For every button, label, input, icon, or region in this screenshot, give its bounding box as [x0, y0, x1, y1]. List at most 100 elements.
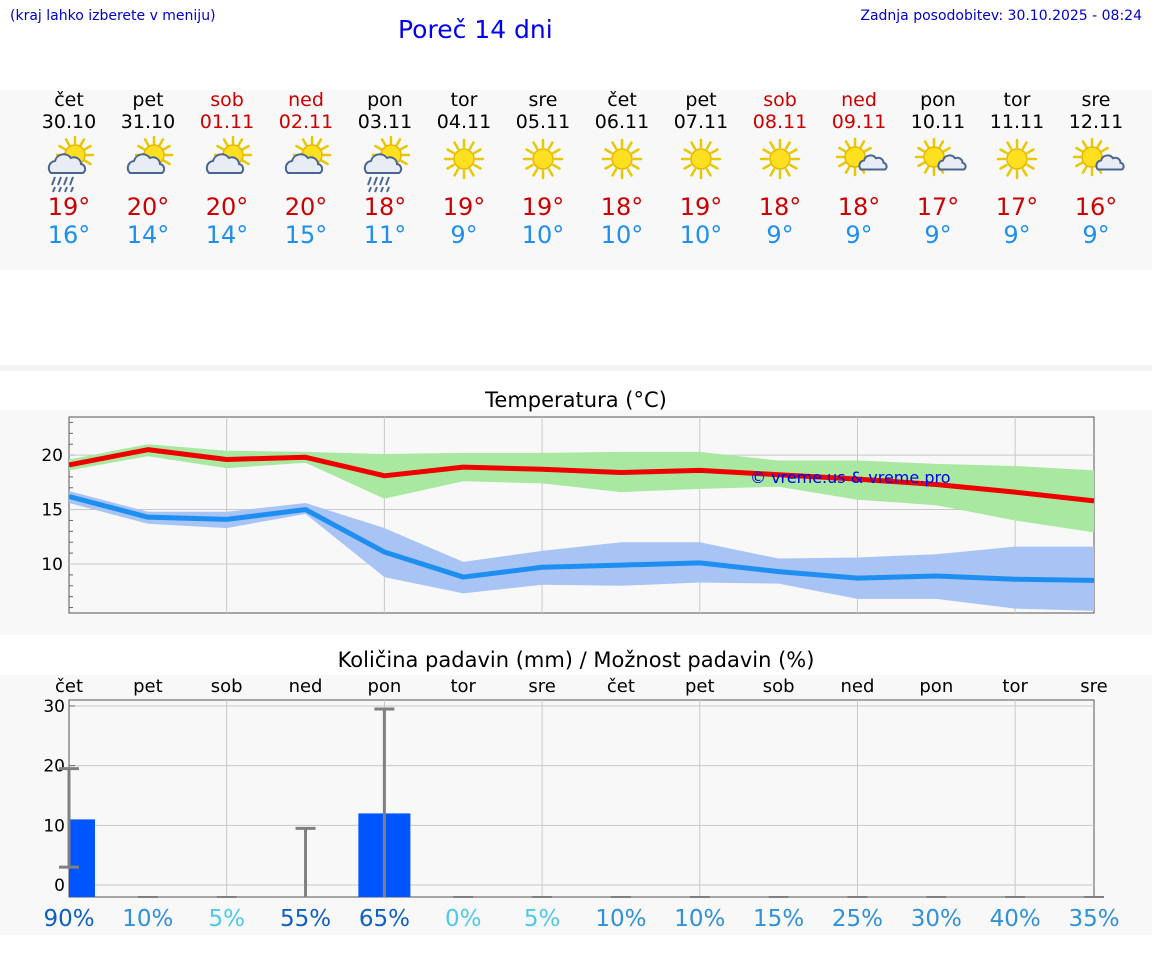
day-date: 31.10: [120, 111, 176, 133]
min-temperature-line: [68, 494, 1095, 583]
last-updated: Zadnja posodobitev: 30.10.2025 - 08:24: [860, 8, 1142, 24]
precip-probability-label: 25%: [832, 906, 883, 932]
max-temperature: 17°: [995, 193, 1039, 221]
max-temperature: 20°: [126, 193, 170, 221]
precip-day-label: čet: [607, 676, 635, 697]
min-temperature: 9°: [924, 221, 952, 249]
day-name: čet: [607, 89, 637, 111]
day-name: ned: [288, 89, 324, 111]
day-date: 30.10: [41, 111, 97, 133]
day-name: pon: [367, 89, 403, 111]
sun-icon: [996, 138, 1038, 180]
precip-day-label: pon: [367, 676, 401, 697]
precip-tick-label: 30: [43, 697, 65, 717]
sun-icon: [759, 138, 801, 180]
day-date: 12.11: [1068, 111, 1124, 133]
min-temperature: 9°: [766, 221, 794, 249]
sun-icon: [680, 138, 722, 180]
min-temperature: 10°: [679, 221, 723, 249]
sun-cloud-icon: [205, 135, 253, 175]
max-temperature: 18°: [837, 193, 881, 221]
min-temperature: 14°: [126, 221, 170, 249]
max-temperature: 18°: [758, 193, 802, 221]
day-date: 07.11: [673, 111, 729, 133]
precip-day-label: ned: [289, 676, 323, 697]
min-temperature: 9°: [1082, 221, 1110, 249]
max-temperature: 19°: [679, 193, 723, 221]
max-temperature: 19°: [521, 193, 565, 221]
location-hint: (kraj lahko izberete v meniju): [10, 8, 216, 24]
max-temperature: 17°: [916, 193, 960, 221]
day-name: pet: [685, 89, 717, 111]
precip-day-label: sob: [211, 676, 243, 697]
day-name: sob: [210, 89, 244, 111]
min-temperature: 11°: [363, 221, 407, 249]
precip-probability-label: 5%: [524, 906, 561, 932]
day-name: tor: [450, 89, 478, 111]
precip-probability-label: 5%: [208, 906, 245, 932]
max-temperature: 20°: [205, 193, 249, 221]
precip-probability-label: 0%: [445, 906, 482, 932]
min-temperature: 10°: [600, 221, 644, 249]
precipitation-chart-title: Količina padavin (mm) / Možnost padavin …: [337, 648, 815, 672]
precip-day-label: pon: [919, 676, 953, 697]
day-date: 04.11: [436, 111, 492, 133]
sun-cloud-icon: [126, 135, 174, 175]
min-temperature: 14°: [205, 221, 249, 249]
min-temperature: 9°: [1003, 221, 1031, 249]
watermark: © vreme.us & vreme.pro: [750, 468, 951, 487]
day-name: ned: [841, 89, 877, 111]
min-temperature: 9°: [450, 221, 478, 249]
precip-tick-label: 10: [43, 816, 65, 836]
day-date: 05.11: [515, 111, 571, 133]
precip-day-label: čet: [55, 676, 83, 697]
section-divider: [0, 365, 1152, 371]
forecast-day: tor 04.11 19° 9°: [424, 89, 504, 250]
forecast-day: ned 02.11 20° 15°: [266, 89, 346, 250]
max-temperature: 19°: [47, 193, 91, 221]
day-date: 06.11: [594, 111, 650, 133]
min-temperature: 10°: [521, 221, 565, 249]
sun-icon: [443, 138, 485, 180]
page-title: Poreč 14 dni: [398, 15, 553, 44]
sun-cloud-icon: [284, 135, 332, 175]
precip-probability-label: 10%: [595, 906, 646, 932]
day-name: tor: [1003, 89, 1031, 111]
precipitation-chart: čet pet sob ned pon tor sre čet pet sob ned pon tor s…: [43, 676, 1119, 932]
forecast-day: sob 08.11 18° 9°: [740, 89, 820, 250]
sun-cloud-rain-icon: [47, 135, 95, 193]
forecast-day: pet 31.10 20° 14°: [108, 89, 188, 250]
precip-day-label: pet: [685, 676, 715, 697]
precip-day-label: sre: [528, 676, 555, 697]
precip-probability-label: 10%: [674, 906, 725, 932]
precip-day-label: pet: [133, 676, 163, 697]
min-temperature: 16°: [47, 221, 91, 249]
max-temperature-line: [68, 447, 1095, 504]
precip-day-label: sre: [1080, 676, 1107, 697]
precip-tick-label: 20: [43, 757, 65, 777]
precip-day-label: sob: [763, 676, 795, 697]
precip-probability-label: 65%: [359, 906, 410, 932]
precip-probability-label: 35%: [1068, 906, 1119, 932]
day-date: 11.11: [989, 111, 1045, 133]
forecast-day: čet 30.10 19° 16°: [29, 90, 109, 250]
precip-tick-label: 0: [54, 876, 65, 896]
forecast-day: sre 05.11 19° 10°: [503, 90, 583, 250]
forecast-day: sre 12.11 16° 9°: [1056, 90, 1136, 249]
sun-cloud-rain-icon: [363, 135, 411, 193]
precip-probability-label: 40%: [990, 906, 1041, 932]
max-temperature: 20°: [284, 193, 328, 221]
temperature-tick-label: 15: [41, 501, 63, 521]
forecast-strip: [0, 90, 1152, 270]
max-temperature: 16°: [1074, 193, 1118, 221]
forecast-day: čet 06.11 18° 10°: [582, 89, 662, 250]
precip-probability-label: 90%: [43, 906, 94, 932]
forecast-day: ned 09.11 18° 9°: [819, 90, 899, 249]
precip-probability-label: 15%: [753, 906, 804, 932]
day-name: pet: [132, 89, 164, 111]
min-temperature: 9°: [845, 221, 873, 249]
forecast-day: pet 07.11 19° 10°: [661, 89, 741, 250]
day-name: sob: [763, 89, 797, 111]
precip-day-label: tor: [1002, 676, 1028, 697]
day-date: 03.11: [357, 111, 413, 133]
